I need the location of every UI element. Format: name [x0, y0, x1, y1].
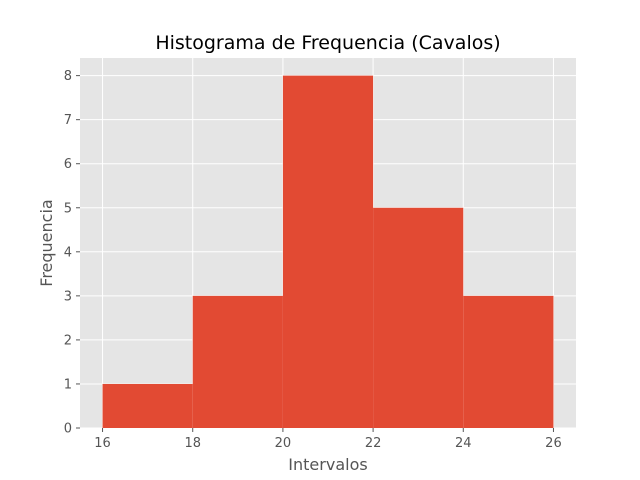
chart-title: Histograma de Frequencia (Cavalos) — [155, 32, 500, 54]
y-tick-label: 7 — [64, 113, 72, 128]
y-axis-label: Frequencia — [37, 199, 56, 286]
y-tick-label: 4 — [64, 245, 72, 260]
y-tick-label: 5 — [64, 201, 72, 216]
histogram-bar-2 — [282, 75, 374, 428]
y-tick-label: 6 — [64, 157, 72, 172]
y-tick-label: 1 — [64, 377, 72, 392]
y-tick-label: 3 — [64, 289, 72, 304]
histogram-bar-1 — [192, 295, 283, 428]
y-tick-label: 2 — [64, 333, 72, 348]
x-tick-label: 24 — [455, 436, 472, 451]
y-tick-label: 8 — [64, 69, 72, 84]
histogram-bar-4 — [463, 295, 554, 428]
ticks: 16 18 20 22 24 26 0 1 2 3 4 5 6 7 8 — [64, 69, 562, 451]
x-tick-label: 18 — [184, 436, 201, 451]
histogram-bar-0 — [102, 383, 193, 428]
x-tick-label: 22 — [365, 436, 382, 451]
x-tick-label: 26 — [545, 436, 562, 451]
y-tick-label: 0 — [64, 422, 72, 437]
x-axis-label: Intervalos — [288, 455, 367, 474]
x-tick-label: 16 — [94, 436, 111, 451]
histogram-bar-3 — [373, 207, 464, 428]
bars — [102, 75, 554, 428]
x-tick-label: 20 — [275, 436, 292, 451]
